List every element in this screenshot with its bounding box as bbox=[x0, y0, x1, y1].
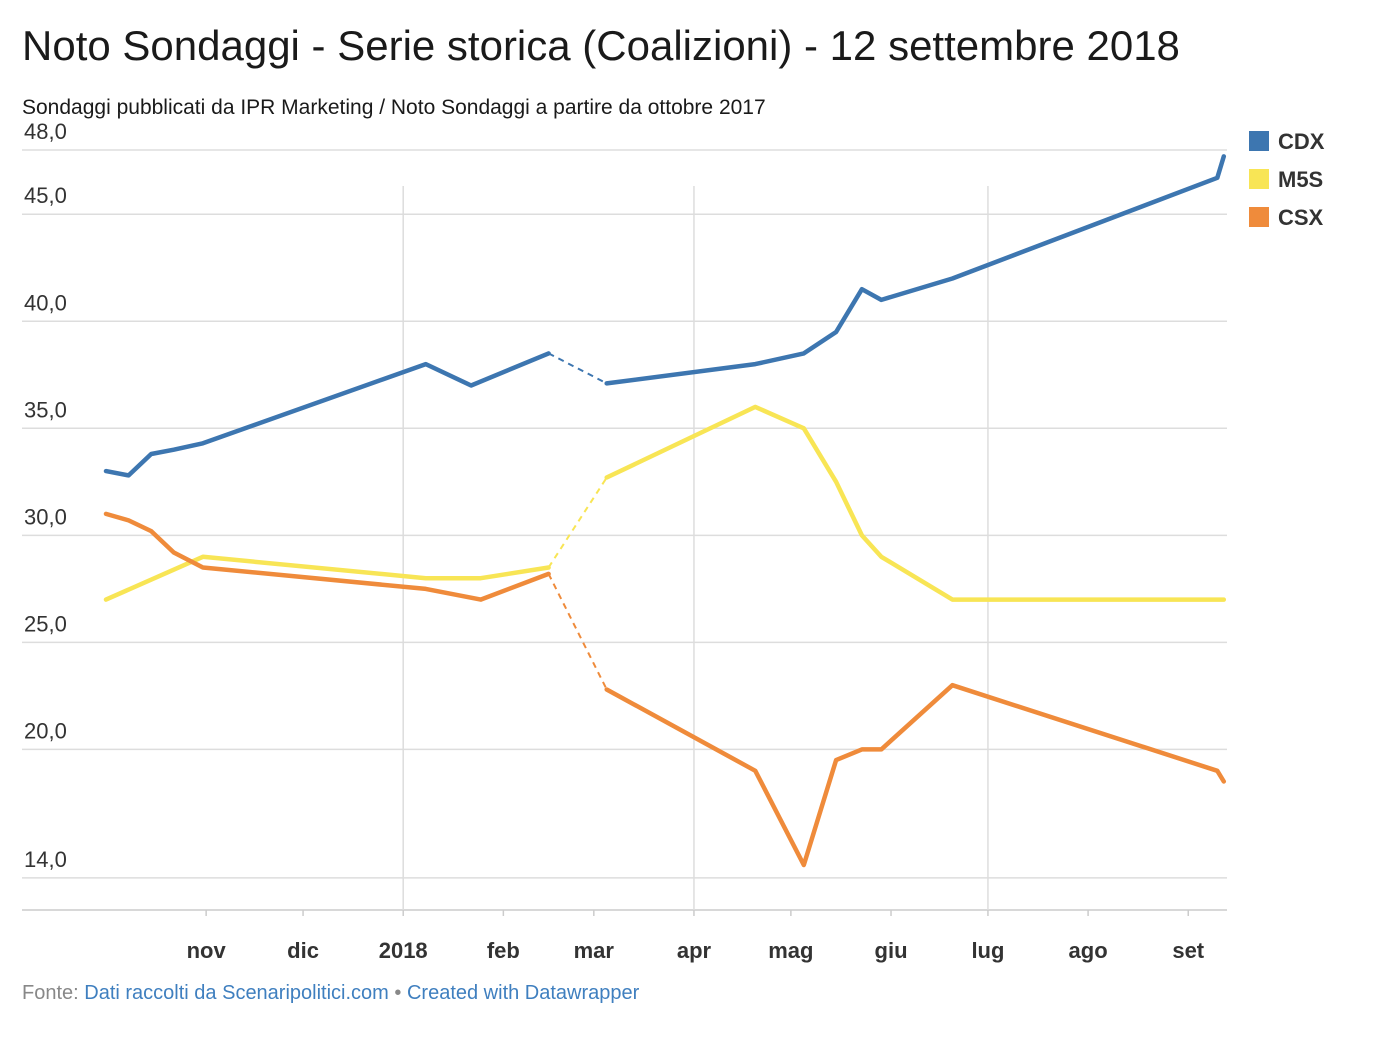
legend-swatch-csx bbox=[1249, 207, 1269, 227]
series-line-csx-late bbox=[604, 682, 1227, 868]
x-tick-label: dic bbox=[287, 938, 319, 963]
legend-label-cdx: CDX bbox=[1278, 129, 1325, 154]
gridlines bbox=[22, 149, 1227, 916]
chart-subtitle: Sondaggi pubblicati da IPR Marketing / N… bbox=[22, 96, 766, 119]
y-tick-label: 40,0 bbox=[24, 290, 67, 315]
y-tick-label: 25,0 bbox=[24, 611, 67, 636]
source-link[interactable]: Dati raccolti da Scenaripolitici.com bbox=[84, 982, 389, 1004]
series-line-cdx-gap bbox=[548, 352, 608, 385]
y-tick-label: 45,0 bbox=[24, 183, 67, 208]
legend-swatch-m5s bbox=[1249, 169, 1269, 189]
datawrapper-credit-link[interactable]: Created with Datawrapper bbox=[406, 982, 640, 1004]
y-axis-labels: 14,0 20,0 25,0 30,0 35,0 40,0 45,0 48,0 bbox=[24, 119, 67, 872]
chart-title: Noto Sondaggi - Serie storica (Coalizion… bbox=[22, 22, 1180, 69]
y-tick-label: 35,0 bbox=[24, 397, 67, 422]
x-axis-labels: nov dic 2018 feb mar apr mag giu lug ago set bbox=[187, 938, 1205, 963]
legend-label-csx: CSX bbox=[1278, 205, 1324, 230]
x-tick-label: 2018 bbox=[379, 938, 428, 963]
series-line-m5s-gap bbox=[547, 477, 608, 569]
series-lines bbox=[103, 154, 1227, 868]
x-tick-label: feb bbox=[487, 938, 520, 963]
legend-label-m5s: M5S bbox=[1278, 167, 1323, 192]
footer-separator: • bbox=[394, 982, 402, 1004]
y-tick-label: 14,0 bbox=[24, 847, 67, 872]
series-line-cdx-late bbox=[604, 154, 1227, 386]
series-line-m5s-early bbox=[103, 554, 551, 602]
series-line-cdx-early bbox=[103, 351, 551, 478]
x-tick-label: set bbox=[1172, 938, 1204, 963]
footer: Fonte: Dati raccolti da Scenaripolitici.… bbox=[22, 982, 639, 1005]
x-tick-label: mar bbox=[574, 938, 615, 963]
legend: CDX M5S CSX bbox=[1249, 129, 1325, 230]
y-tick-label: 30,0 bbox=[24, 504, 67, 529]
source-prefix: Fonte: bbox=[22, 982, 79, 1004]
x-tick-label: lug bbox=[971, 938, 1004, 963]
series-line-csx-gap bbox=[547, 573, 608, 690]
series-line-m5s-late bbox=[604, 404, 1227, 602]
x-tick-label: nov bbox=[187, 938, 227, 963]
x-tick-label: giu bbox=[875, 938, 908, 963]
series-line-csx-early bbox=[103, 511, 551, 602]
y-tick-label: 48,0 bbox=[24, 119, 67, 144]
x-tick-label: apr bbox=[677, 938, 712, 963]
x-tick-label: mag bbox=[768, 938, 813, 963]
line-chart: 14,0 20,0 25,0 30,0 35,0 40,0 45,0 48,0 nov dic 2… bbox=[22, 119, 1325, 963]
legend-swatch-cdx bbox=[1249, 131, 1269, 151]
y-tick-label: 20,0 bbox=[24, 718, 67, 743]
x-tick-label: ago bbox=[1069, 938, 1108, 963]
